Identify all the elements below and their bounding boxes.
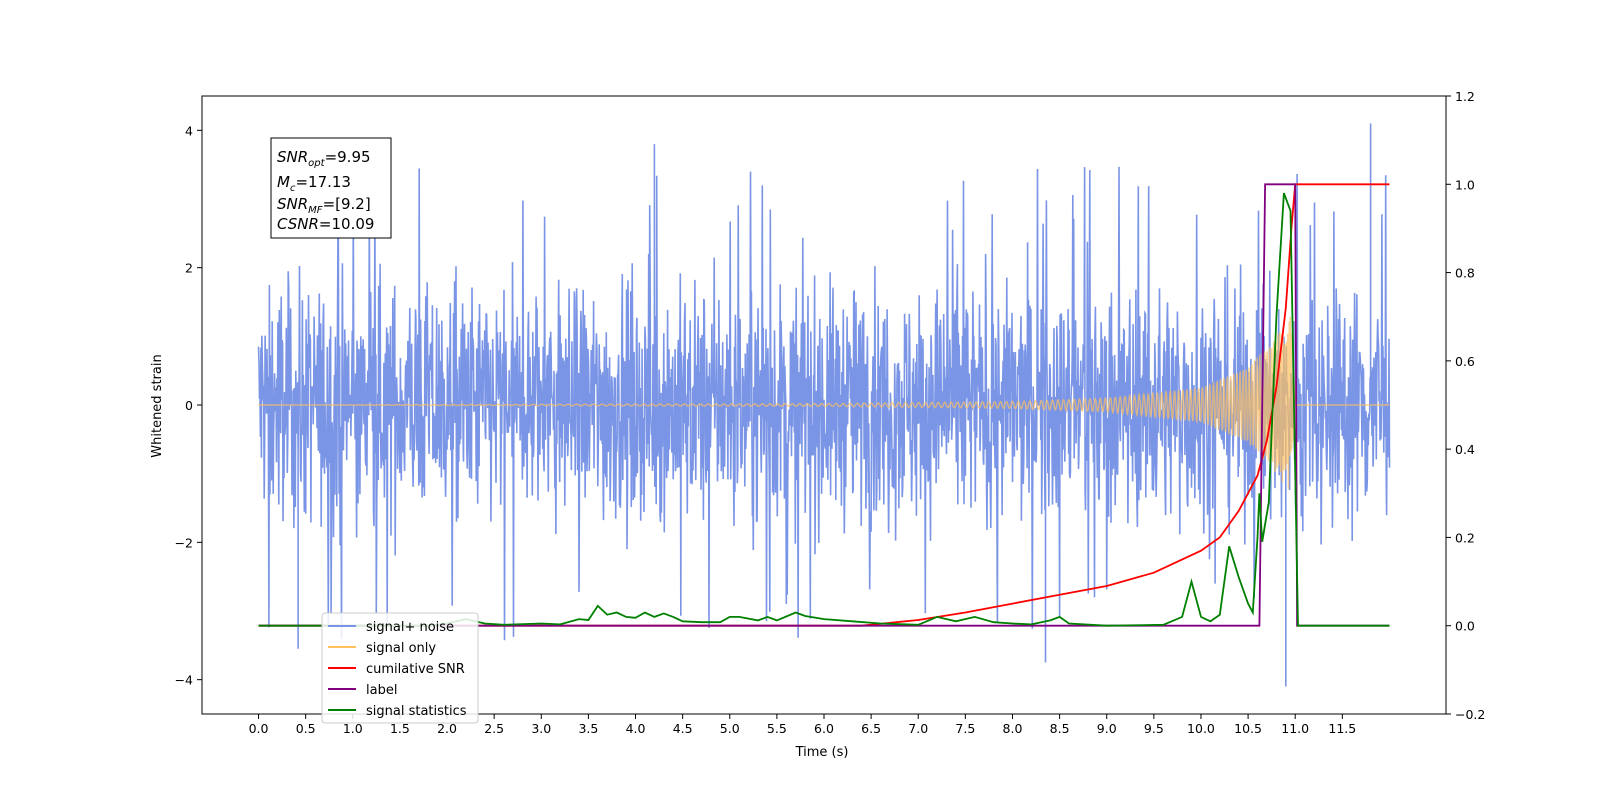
x-tick-label: 9.5	[1144, 721, 1164, 736]
x-tick-label: 11.5	[1328, 721, 1356, 736]
x-tick-label: 10.5	[1234, 721, 1262, 736]
x-tick-label: 10.0	[1187, 721, 1215, 736]
y-right-tick-label: 0.6	[1455, 354, 1475, 369]
x-tick-label: 7.0	[908, 721, 928, 736]
x-tick-label: 7.5	[955, 721, 975, 736]
x-tick-label: 2.5	[484, 721, 504, 736]
x-tick-label: 6.0	[814, 721, 834, 736]
series-signal-only	[258, 316, 1390, 490]
x-tick-label: 8.0	[1003, 721, 1023, 736]
annotation-line-snr-opt: SNRopt=9.95	[277, 148, 371, 169]
x-tick-label: 6.5	[861, 721, 881, 736]
y-right-tick-label: 0.8	[1455, 266, 1475, 281]
x-tick-label: 4.5	[673, 721, 693, 736]
y-right-tick-label: 1.0	[1455, 177, 1475, 192]
legend: signal+ noise signal only cumilative SNR…	[321, 612, 479, 724]
series-signal-noise	[257, 123, 1391, 687]
legend-label-signal-only: signal only	[366, 641, 436, 656]
y-right-tick-label: −0.2	[1455, 707, 1485, 722]
series-signal-statistics	[258, 192, 1390, 627]
y-right-tick-label: 0.4	[1455, 442, 1475, 457]
annotation-line-snr-mf: SNRMF=[9.2]	[277, 195, 371, 216]
legend-label-label: label	[366, 683, 397, 698]
x-axis-label: Time (s)	[795, 745, 849, 760]
y-axis-label: Whitened strain	[150, 354, 165, 457]
x-tick-label: 3.5	[578, 721, 598, 736]
x-tick-label: 9.0	[1097, 721, 1117, 736]
y-right-tick-label: 0.0	[1455, 619, 1475, 634]
y-left-tick-label: 4	[185, 123, 193, 138]
annotation-line-mc: Mc=17.13	[277, 173, 351, 194]
legend-label-cumulative-snr: cumilative SNR	[366, 662, 465, 677]
y-left-tick-label: −4	[175, 673, 193, 688]
x-tick-label: 5.5	[767, 721, 787, 736]
legend-box	[321, 612, 479, 724]
y-right-tick-label: 0.2	[1455, 530, 1475, 545]
x-tick-label: 8.5	[1050, 721, 1070, 736]
x-tick-label: 3.0	[531, 721, 551, 736]
legend-label-signal-statistics: signal statistics	[366, 704, 467, 719]
stats-annotation: SNRopt=9.95 Mc=17.13 SNRMF=[9.2] CSNR=10…	[270, 137, 392, 239]
x-tick-label: 2.0	[437, 721, 457, 736]
x-tick-label: 1.5	[390, 721, 410, 736]
series-cumulative-snr	[258, 183, 1390, 627]
x-tick-label: 0.5	[296, 721, 316, 736]
x-tick-label: 1.0	[343, 721, 363, 736]
y-left-tick-label: 0	[185, 398, 193, 413]
annotation-line-csnr: CSNR=10.09	[277, 215, 374, 233]
x-tick-label: 0.0	[249, 721, 269, 736]
annotation-box	[270, 137, 392, 239]
x-tick-label: 5.0	[720, 721, 740, 736]
y-right-tick-label: 1.2	[1455, 89, 1475, 104]
x-tick-label: 4.0	[626, 721, 646, 736]
y-left-tick-label: 2	[185, 261, 193, 276]
y-left-tick-label: −2	[175, 535, 193, 550]
legend-label-signal-noise: signal+ noise	[366, 620, 454, 635]
x-tick-label: 11.0	[1281, 721, 1309, 736]
